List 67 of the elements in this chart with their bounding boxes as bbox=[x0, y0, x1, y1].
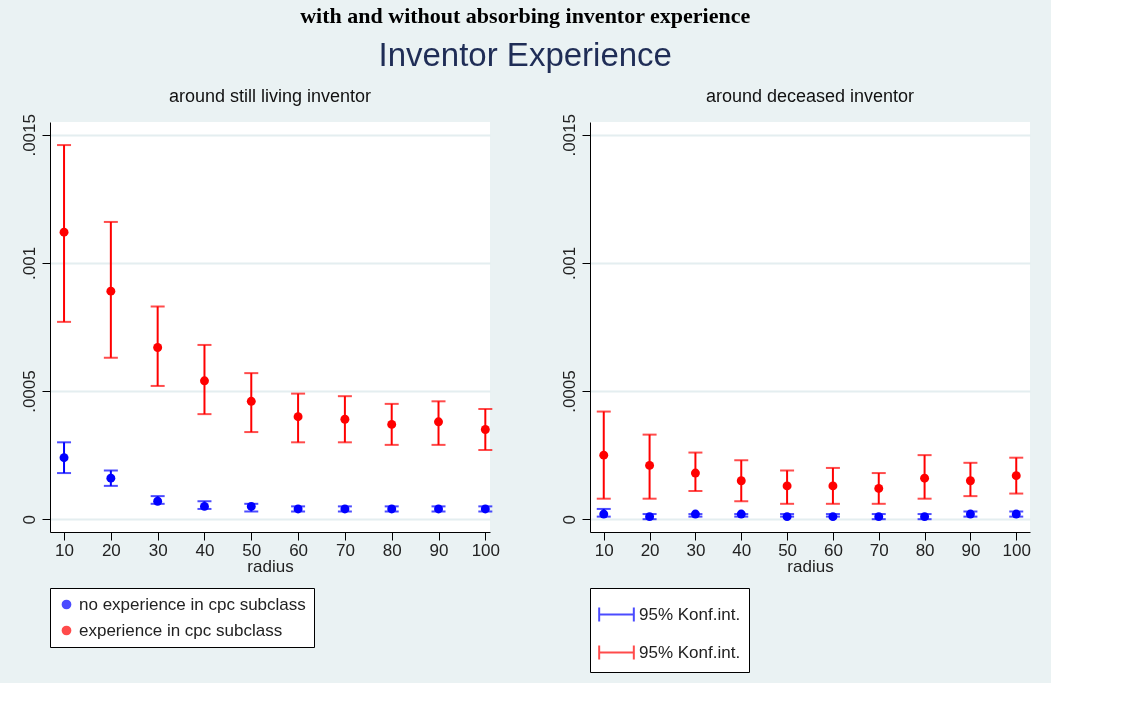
x-tick-label: 30 bbox=[686, 540, 706, 560]
legend-label: 95% Konf.int. bbox=[639, 604, 741, 624]
x-tick-label: 10 bbox=[594, 540, 614, 560]
y-tick-label: 0 bbox=[19, 514, 39, 525]
point bbox=[200, 376, 209, 386]
point bbox=[965, 509, 975, 519]
point bbox=[340, 504, 350, 514]
point bbox=[645, 512, 655, 522]
point bbox=[480, 425, 490, 434]
x-tick-label: 40 bbox=[732, 540, 752, 560]
y-tick-label: .0015 bbox=[19, 114, 39, 157]
point bbox=[782, 481, 792, 491]
x-tick-label: 80 bbox=[382, 540, 402, 560]
point bbox=[690, 509, 700, 519]
legend-label: 95% Konf.int. bbox=[639, 642, 741, 662]
point bbox=[106, 286, 116, 296]
point bbox=[387, 419, 397, 429]
chart-title: around still living inventor bbox=[168, 85, 372, 106]
point bbox=[59, 227, 69, 237]
point bbox=[920, 473, 930, 483]
point bbox=[340, 414, 350, 424]
point bbox=[874, 512, 884, 522]
x-tick-label: 30 bbox=[148, 540, 168, 560]
point bbox=[480, 504, 490, 514]
x-tick-label: 90 bbox=[961, 540, 981, 560]
x-tick-label: 10 bbox=[55, 540, 74, 560]
x-tick-label: 20 bbox=[101, 540, 121, 560]
point bbox=[246, 396, 256, 406]
x-tick-label: 20 bbox=[640, 540, 660, 560]
y-tick-label: .0005 bbox=[559, 370, 579, 413]
x-tick-label: 70 bbox=[335, 540, 355, 560]
y-tick-label: .001 bbox=[19, 246, 39, 280]
x-tick-label: 100 bbox=[471, 540, 501, 560]
point bbox=[645, 460, 655, 470]
point bbox=[293, 504, 303, 514]
point bbox=[782, 512, 792, 522]
x-tick-label: 70 bbox=[869, 540, 889, 560]
y-tick-label: .001 bbox=[559, 246, 579, 280]
point bbox=[828, 481, 838, 491]
point bbox=[106, 473, 116, 483]
y-tick-label: .0005 bbox=[19, 370, 39, 413]
legend-label: no experience in cpc subclass bbox=[79, 594, 306, 614]
point bbox=[1011, 471, 1021, 481]
x-tick-label: 80 bbox=[915, 540, 935, 560]
point bbox=[153, 343, 163, 352]
x-tick-label: 100 bbox=[1002, 540, 1031, 560]
point bbox=[736, 476, 746, 486]
x-tick-label: 90 bbox=[429, 540, 449, 560]
legend-label: experience in cpc subclass bbox=[79, 620, 283, 640]
point bbox=[828, 512, 838, 522]
point bbox=[387, 504, 397, 514]
point bbox=[690, 468, 700, 478]
text: Inventor Experience bbox=[378, 35, 672, 73]
text: with and without absorbing inventor experience bbox=[300, 2, 751, 28]
point bbox=[293, 412, 303, 422]
x-tick-label: 40 bbox=[195, 540, 215, 560]
point bbox=[1011, 509, 1021, 519]
point bbox=[434, 417, 443, 427]
chart-title: around deceased inventor bbox=[705, 85, 915, 106]
y-tick-label: 0 bbox=[559, 514, 579, 525]
point bbox=[965, 476, 975, 486]
point bbox=[599, 450, 609, 460]
point bbox=[920, 512, 930, 522]
point bbox=[874, 483, 884, 493]
y-tick-label: .0015 bbox=[559, 114, 579, 157]
point bbox=[736, 509, 746, 519]
point bbox=[59, 453, 69, 463]
